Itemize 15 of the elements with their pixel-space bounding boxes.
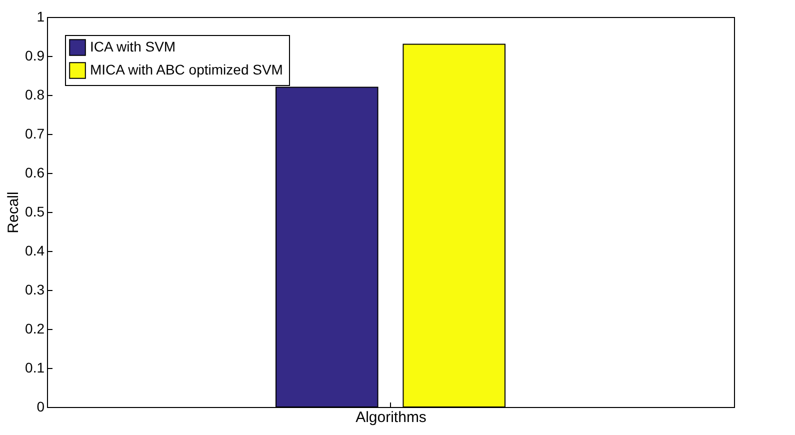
legend-label: MICA with ABC optimized SVM — [90, 62, 283, 78]
x-axis-title: Algorithms — [356, 409, 426, 426]
y-tick-label: 0 — [36, 398, 45, 414]
y-tick-label: 0.9 — [25, 48, 45, 64]
y-tick-label: 0.8 — [25, 86, 45, 102]
y-tick-label: 0.6 — [25, 164, 45, 180]
y-tick-label: 0.7 — [25, 126, 45, 142]
y-tick-label: 0.1 — [25, 360, 45, 376]
y-tick-label: 0.4 — [25, 242, 45, 258]
y-tick-label: 0.2 — [25, 320, 45, 336]
y-tick-label: 0.3 — [25, 282, 45, 298]
y-tick-label: 0.5 — [25, 204, 45, 220]
y-tick-label: 1 — [36, 8, 45, 24]
y-axis-title: Recall — [5, 192, 22, 234]
legend-label: ICA with SVM — [90, 38, 176, 54]
